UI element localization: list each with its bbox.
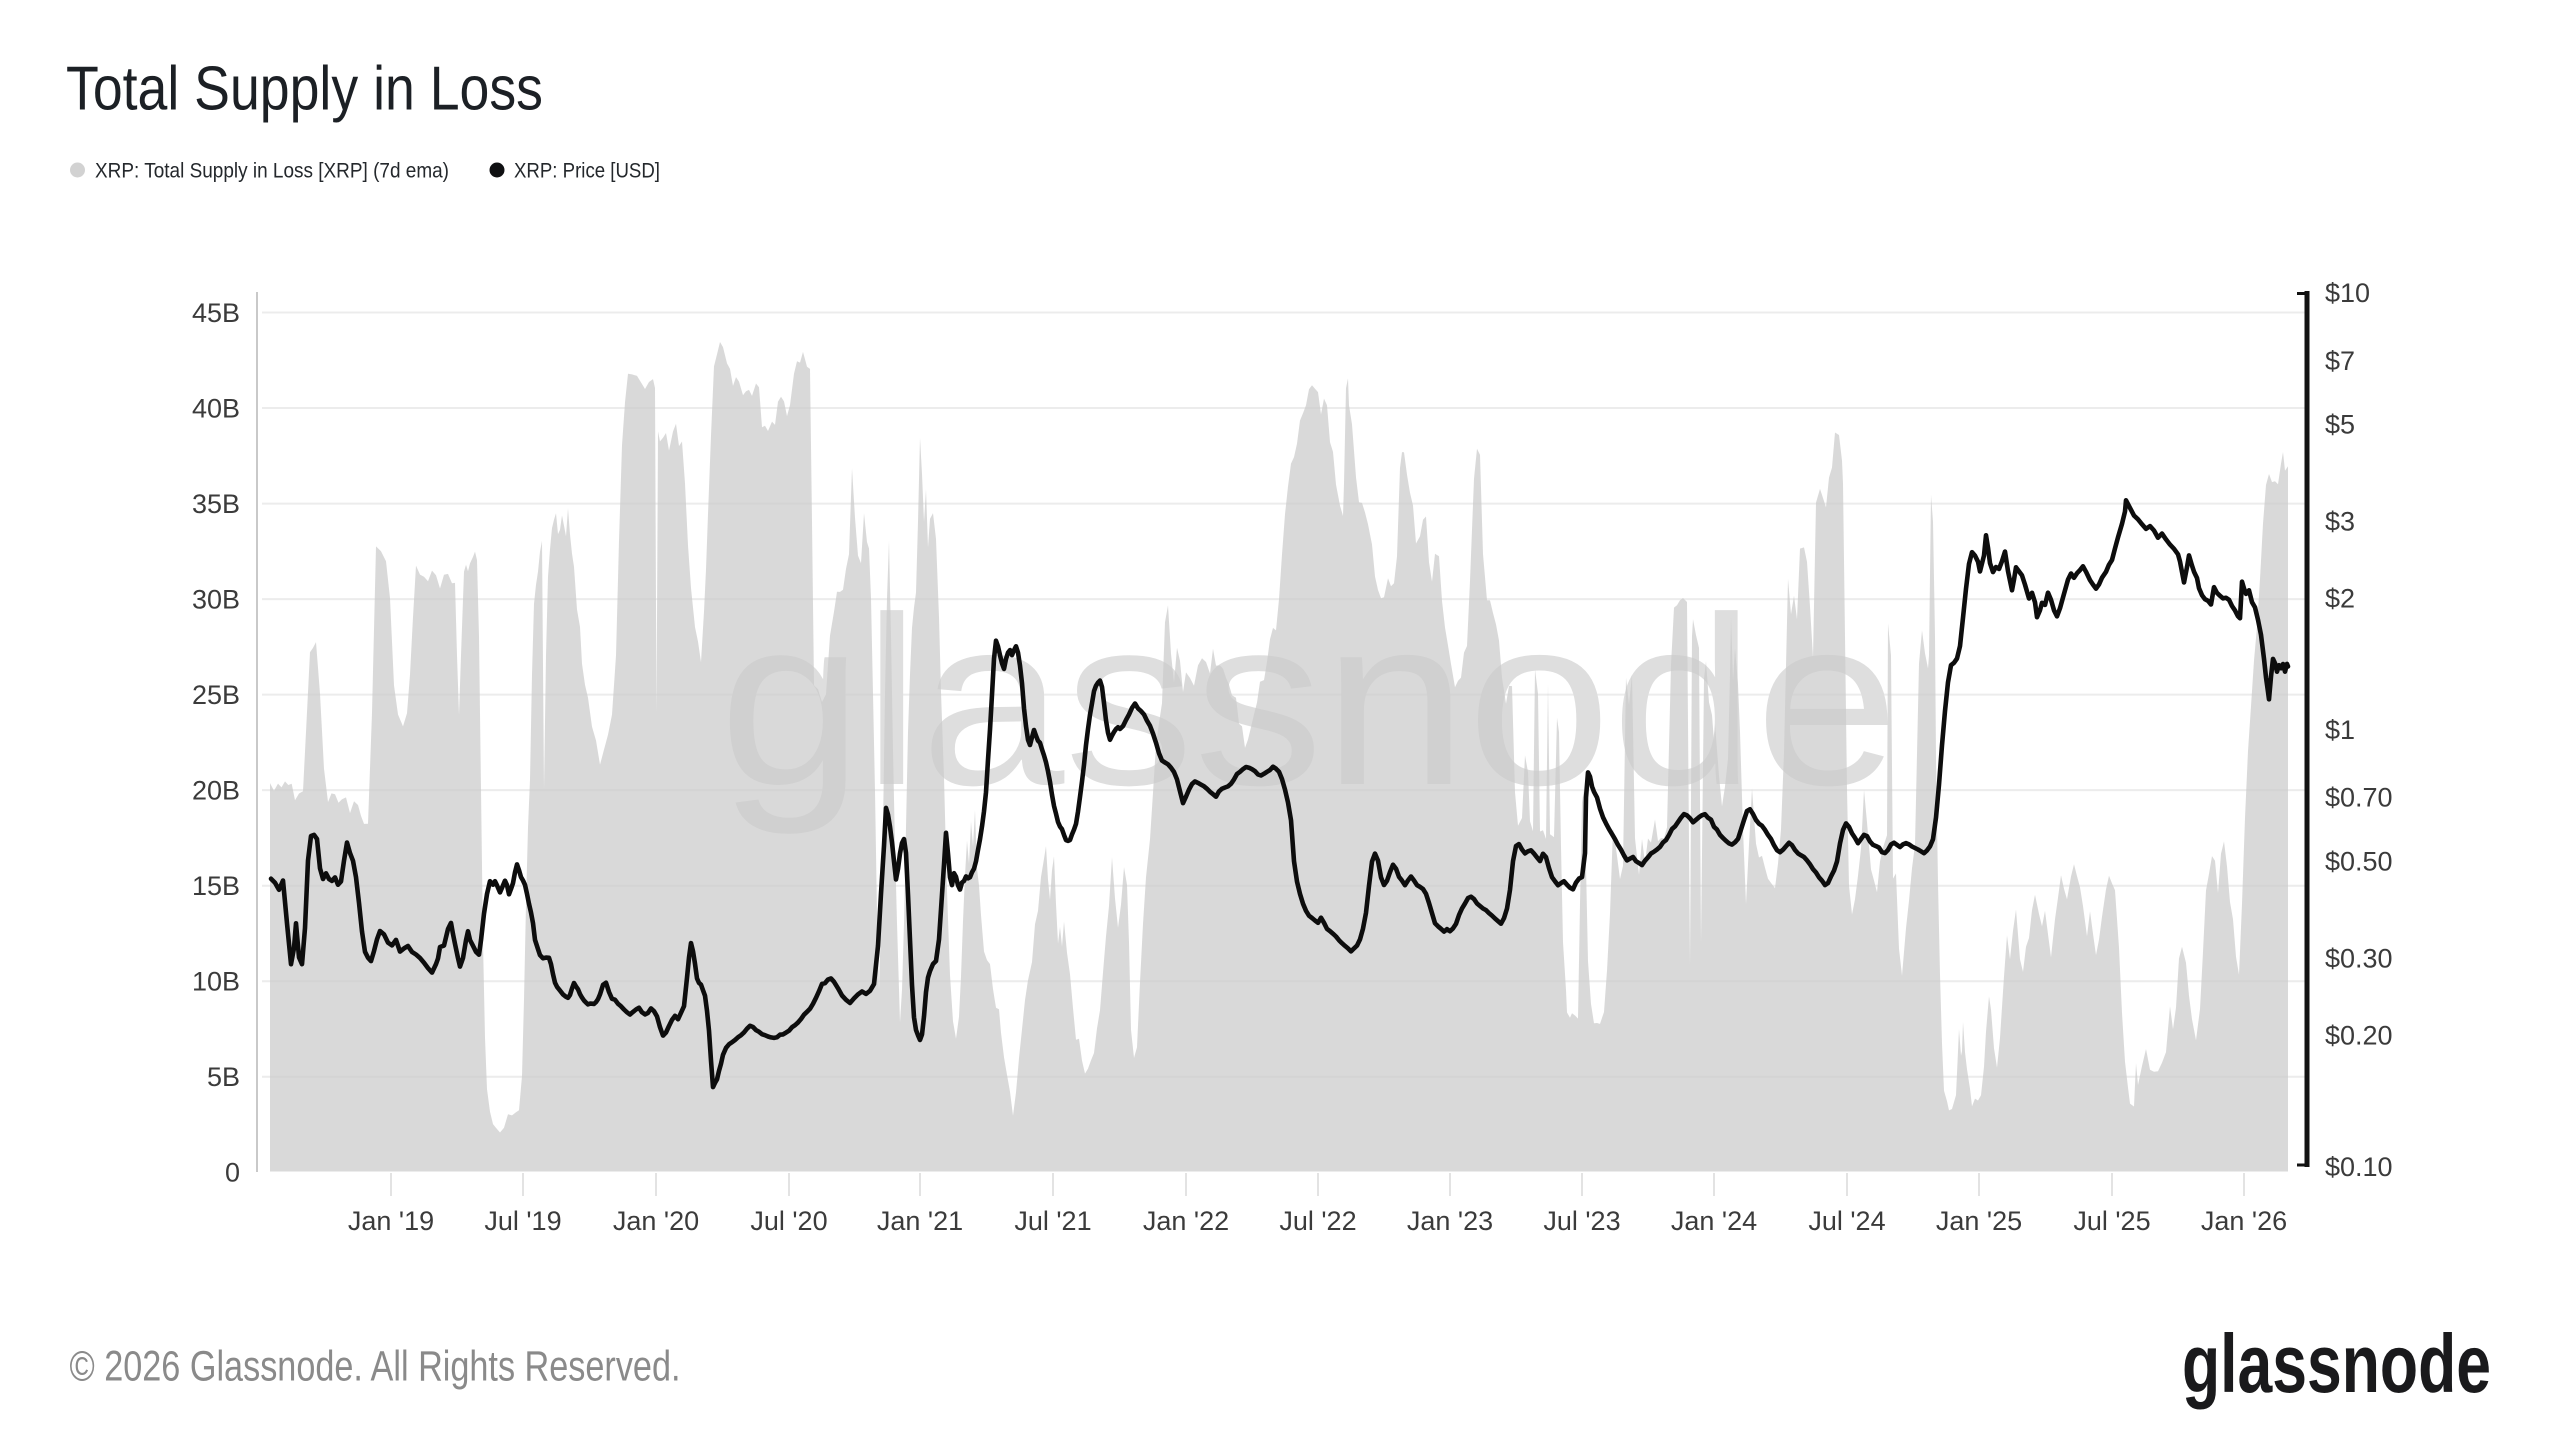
svg-text:25B: 25B bbox=[192, 680, 240, 710]
svg-text:Total Supply in Loss: Total Supply in Loss bbox=[66, 55, 543, 124]
svg-text:Jan '24: Jan '24 bbox=[1671, 1206, 1757, 1236]
svg-text:$0.30: $0.30 bbox=[2325, 943, 2393, 973]
svg-text:35B: 35B bbox=[192, 489, 240, 519]
svg-text:Jan '21: Jan '21 bbox=[877, 1206, 963, 1236]
svg-text:Jul '23: Jul '23 bbox=[1543, 1206, 1620, 1236]
svg-text:Jul '21: Jul '21 bbox=[1014, 1206, 1091, 1236]
svg-text:Jul '20: Jul '20 bbox=[750, 1206, 827, 1236]
svg-text:5B: 5B bbox=[207, 1062, 240, 1092]
svg-text:$0.70: $0.70 bbox=[2325, 783, 2393, 813]
svg-text:Jan '26: Jan '26 bbox=[2201, 1206, 2287, 1236]
svg-text:$7: $7 bbox=[2325, 346, 2355, 376]
svg-text:glassnode: glassnode bbox=[2182, 1317, 2491, 1410]
svg-text:Jul '24: Jul '24 bbox=[1808, 1206, 1885, 1236]
svg-text:XRP: Price [USD]: XRP: Price [USD] bbox=[514, 160, 660, 183]
svg-text:© 2026 Glassnode. All Rights R: © 2026 Glassnode. All Rights Reserved. bbox=[70, 1344, 681, 1391]
svg-text:Jan '19: Jan '19 bbox=[348, 1206, 434, 1236]
svg-text:$0.50: $0.50 bbox=[2325, 847, 2393, 877]
svg-text:10B: 10B bbox=[192, 967, 240, 997]
svg-text:$0.10: $0.10 bbox=[2325, 1152, 2393, 1182]
svg-text:$2: $2 bbox=[2325, 584, 2355, 614]
svg-text:Jan '25: Jan '25 bbox=[1936, 1206, 2022, 1236]
svg-text:$1: $1 bbox=[2325, 715, 2355, 745]
svg-text:$0.20: $0.20 bbox=[2325, 1020, 2393, 1050]
svg-text:45B: 45B bbox=[192, 298, 240, 328]
svg-text:Jul '22: Jul '22 bbox=[1279, 1206, 1356, 1236]
svg-text:$3: $3 bbox=[2325, 507, 2355, 537]
svg-text:30B: 30B bbox=[192, 585, 240, 615]
svg-text:Jul '19: Jul '19 bbox=[484, 1206, 561, 1236]
svg-text:20B: 20B bbox=[192, 776, 240, 806]
svg-text:40B: 40B bbox=[192, 394, 240, 424]
svg-text:$5: $5 bbox=[2325, 410, 2355, 440]
svg-text:Jan '23: Jan '23 bbox=[1407, 1206, 1493, 1236]
svg-text:$10: $10 bbox=[2325, 278, 2370, 308]
svg-text:Jan '22: Jan '22 bbox=[1143, 1206, 1229, 1236]
svg-text:15B: 15B bbox=[192, 871, 240, 901]
svg-text:0: 0 bbox=[225, 1158, 240, 1188]
svg-text:Jul '25: Jul '25 bbox=[2073, 1206, 2150, 1236]
svg-text:Jan '20: Jan '20 bbox=[613, 1206, 699, 1236]
svg-text:XRP: Total Supply in Loss [XRP: XRP: Total Supply in Loss [XRP] (7d ema) bbox=[95, 160, 449, 183]
